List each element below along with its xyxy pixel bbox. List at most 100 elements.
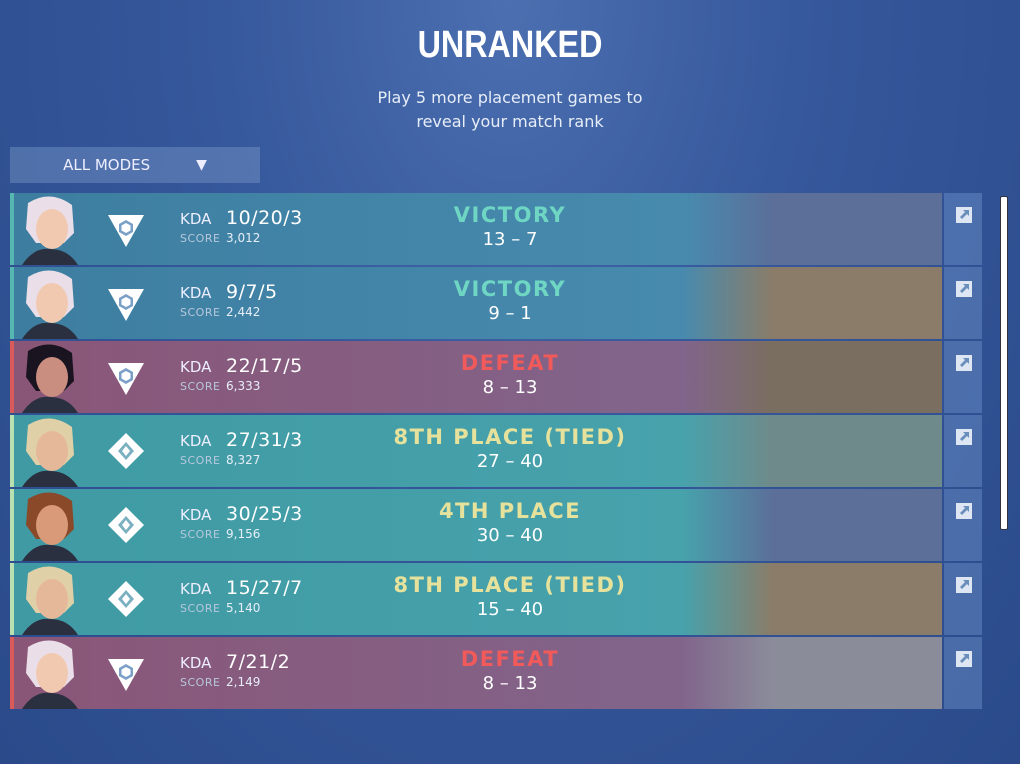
result-stripe [10,489,14,561]
score-label: SCORE [180,380,221,393]
result-stripe [10,415,14,487]
result-stripe [10,637,14,709]
triangle-down-icon: ▼ [196,157,207,173]
kda-label: KDA [180,432,212,450]
score-value: 2,442 [226,305,261,319]
match-details-button[interactable] [944,341,982,413]
round-score: 30 – 40 [476,525,544,546]
round-score: 8 – 13 [482,673,538,694]
deathmatch-mode-icon [106,505,146,545]
map-thumbnail [682,563,942,635]
kda-label: KDA [180,506,212,524]
match-details-button[interactable] [944,563,982,635]
agent-portrait [22,640,78,709]
score-label: SCORE [180,454,221,467]
match-summary[interactable]: KDA 15/27/7 SCORE 5,140 8TH PLACE (TIED) 1… [10,563,942,635]
match-summary[interactable]: KDA 30/25/3 SCORE 9,156 4TH PLACE 30 – 40 [10,489,942,561]
result-label: 8TH PLACE (TIED) [393,573,627,597]
result-label: 4TH PLACE [438,499,582,523]
match-details-button[interactable] [944,267,982,339]
deathmatch-mode-icon [106,431,146,471]
score-label: SCORE [180,528,221,541]
match-details-button[interactable] [944,415,982,487]
kda-label: KDA [180,358,212,376]
result-label: DEFEAT [460,351,560,375]
match-details-button[interactable] [944,193,982,265]
kda-value: 22/17/5 [226,355,303,377]
result-label: DEFEAT [460,647,560,671]
mode-filter-label: ALL MODES [63,156,151,174]
kda-label: KDA [180,284,212,302]
agent-portrait [22,196,78,265]
result-stripe [10,193,14,265]
agent-portrait [22,492,78,561]
match-result: DEFEAT 8 – 13 [360,351,660,398]
map-thumbnail [682,637,942,709]
match-result: VICTORY 9 – 1 [360,277,660,324]
round-score: 9 – 1 [488,303,532,324]
agent-portrait [22,566,78,635]
placement-message: Play 5 more placement games to reveal yo… [0,86,1020,134]
kda-value: 30/25/3 [226,503,303,525]
match-row[interactable]: KDA 9/7/5 SCORE 2,442 VICTORY 9 – 1 [10,267,985,339]
unrated-mode-icon [106,653,146,693]
score-value: 6,333 [226,379,261,393]
result-stripe [10,267,14,339]
score-value: 9,156 [226,527,261,541]
match-result: DEFEAT 8 – 13 [360,647,660,694]
kda-block: KDA 7/21/2 SCORE 2,149 [180,651,290,689]
match-details-button[interactable] [944,637,982,709]
expand-arrow-icon [956,355,972,371]
result-stripe [10,563,14,635]
match-summary[interactable]: KDA 10/20/3 SCORE 3,012 VICTORY 13 – 7 [10,193,942,265]
match-row[interactable]: KDA 22/17/5 SCORE 6,333 DEFEAT 8 – 13 [10,341,985,413]
match-summary[interactable]: KDA 7/21/2 SCORE 2,149 DEFEAT 8 – 13 [10,637,942,709]
expand-arrow-icon [956,429,972,445]
result-label: 8TH PLACE (TIED) [393,425,627,449]
score-value: 8,327 [226,453,261,467]
map-thumbnail [682,489,942,561]
match-result: 4TH PLACE 30 – 40 [360,499,660,546]
score-value: 3,012 [226,231,261,245]
match-history-list: KDA 10/20/3 SCORE 3,012 VICTORY 13 – 7 KDA… [10,193,985,711]
match-row[interactable]: KDA 27/31/3 SCORE 8,327 8TH PLACE (TIED) 2… [10,415,985,487]
match-summary[interactable]: KDA 27/31/3 SCORE 8,327 8TH PLACE (TIED) 2… [10,415,942,487]
map-thumbnail [682,341,942,413]
result-label: VICTORY [453,203,567,227]
map-thumbnail [682,415,942,487]
expand-arrow-icon [956,651,972,667]
unrated-mode-icon [106,357,146,397]
match-row[interactable]: KDA 15/27/7 SCORE 5,140 8TH PLACE (TIED) 1… [10,563,985,635]
score-label: SCORE [180,676,221,689]
kda-block: KDA 10/20/3 SCORE 3,012 [180,207,303,245]
score-label: SCORE [180,602,221,615]
score-label: SCORE [180,306,221,319]
kda-label: KDA [180,210,212,228]
kda-value: 15/27/7 [226,577,303,599]
match-summary[interactable]: KDA 22/17/5 SCORE 6,333 DEFEAT 8 – 13 [10,341,942,413]
kda-block: KDA 30/25/3 SCORE 9,156 [180,503,303,541]
subtitle-line-1: Play 5 more placement games to [377,88,643,107]
match-row[interactable]: KDA 10/20/3 SCORE 3,012 VICTORY 13 – 7 [10,193,985,265]
match-row[interactable]: KDA 7/21/2 SCORE 2,149 DEFEAT 8 – 13 [10,637,985,709]
match-details-button[interactable] [944,489,982,561]
unrated-mode-icon [106,209,146,249]
round-score: 13 – 7 [482,229,538,250]
result-label: VICTORY [453,277,567,301]
match-result: 8TH PLACE (TIED) 15 – 40 [360,573,660,620]
mode-filter-dropdown[interactable]: ALL MODES ▼ [10,147,260,183]
match-row[interactable]: KDA 30/25/3 SCORE 9,156 4TH PLACE 30 – 40 [10,489,985,561]
match-result: 8TH PLACE (TIED) 27 – 40 [360,425,660,472]
kda-block: KDA 15/27/7 SCORE 5,140 [180,577,303,615]
kda-value: 27/31/3 [226,429,303,451]
round-score: 8 – 13 [482,377,538,398]
expand-arrow-icon [956,281,972,297]
round-score: 15 – 40 [476,599,544,620]
subtitle-line-2: reveal your match rank [416,112,604,131]
match-summary[interactable]: KDA 9/7/5 SCORE 2,442 VICTORY 9 – 1 [10,267,942,339]
kda-block: KDA 22/17/5 SCORE 6,333 [180,355,303,393]
scrollbar[interactable] [1000,196,1008,530]
score-value: 5,140 [226,601,261,615]
round-score: 27 – 40 [476,451,544,472]
kda-label: KDA [180,580,212,598]
